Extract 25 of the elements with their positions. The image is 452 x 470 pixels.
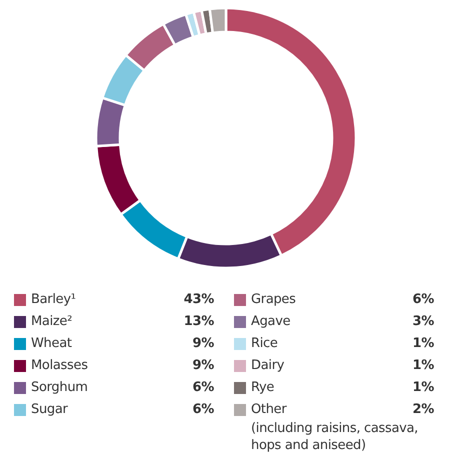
data-label: 3% bbox=[412, 313, 434, 331]
data-label: 2% bbox=[412, 401, 434, 419]
legend-label: Sorghum bbox=[31, 379, 89, 397]
data-label: 6% bbox=[412, 291, 434, 309]
legend-label: Agave bbox=[251, 313, 292, 331]
legend-label: Dairy bbox=[251, 357, 286, 375]
data-label: 1% bbox=[412, 335, 434, 353]
legend-label: Grapes bbox=[251, 291, 297, 309]
legend-label: Rice bbox=[251, 335, 279, 353]
data-label: 6% bbox=[192, 379, 214, 397]
data-label: 9% bbox=[192, 357, 214, 375]
data-label: 1% bbox=[412, 357, 434, 375]
legend-label: Barley¹ bbox=[31, 291, 77, 309]
data-label: 1% bbox=[412, 379, 434, 397]
data-label: 43% bbox=[184, 291, 214, 309]
data-label: 9% bbox=[192, 335, 214, 353]
legend-label: Rye bbox=[251, 379, 276, 397]
legend-label: Other bbox=[251, 402, 286, 417]
legend-label: Maize² bbox=[31, 313, 74, 331]
data-label: 6% bbox=[192, 401, 214, 419]
legend-label: Sugar bbox=[31, 401, 69, 419]
legend-label: Wheat bbox=[31, 335, 73, 353]
text: (including raisins, cassava, hops and aniseed) bbox=[251, 420, 420, 454]
legend-label: Molasses bbox=[31, 357, 89, 375]
data-label: 13% bbox=[184, 313, 214, 331]
